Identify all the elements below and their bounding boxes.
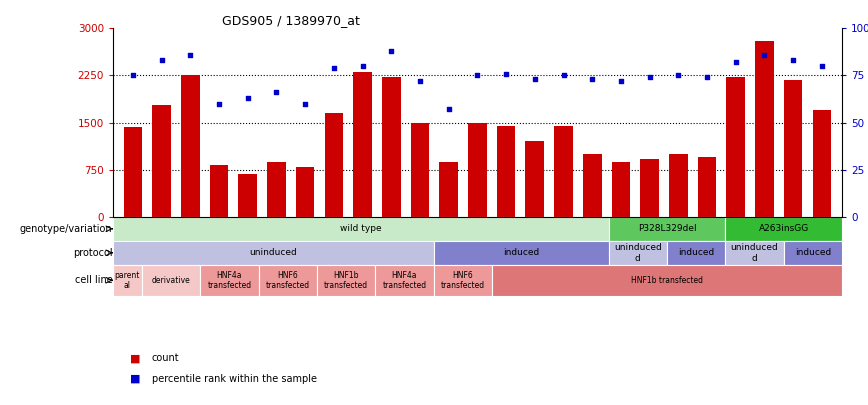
Point <box>786 57 800 64</box>
Bar <box>382 77 401 217</box>
Bar <box>267 162 286 217</box>
Text: HNF6
transfected: HNF6 transfected <box>441 271 485 290</box>
Text: HNF6
transfected: HNF6 transfected <box>266 271 310 290</box>
Text: uninduced: uninduced <box>249 248 297 257</box>
Text: ■: ■ <box>130 374 141 384</box>
Point <box>614 78 628 84</box>
Point <box>470 72 484 79</box>
Point <box>212 100 226 107</box>
Point <box>327 65 341 71</box>
Text: HNF4a
transfected: HNF4a transfected <box>207 271 252 290</box>
Bar <box>325 113 343 217</box>
Bar <box>525 141 544 217</box>
Text: wild type: wild type <box>340 224 382 233</box>
Bar <box>439 162 458 217</box>
Bar <box>210 165 228 217</box>
Text: protocol: protocol <box>73 248 112 258</box>
Bar <box>726 241 784 265</box>
Bar <box>727 77 745 217</box>
Text: count: count <box>152 354 180 363</box>
Point <box>155 57 168 64</box>
Bar <box>641 159 659 217</box>
Bar <box>296 166 314 217</box>
Bar <box>142 265 201 296</box>
Text: uninduced
d: uninduced d <box>731 243 779 262</box>
Bar <box>152 105 171 217</box>
Point <box>442 106 456 113</box>
Bar <box>201 265 259 296</box>
Text: P328L329del: P328L329del <box>638 224 696 233</box>
Bar <box>181 75 200 217</box>
Bar <box>113 265 142 296</box>
Point <box>815 63 829 69</box>
Bar <box>755 41 773 217</box>
Point <box>758 51 772 58</box>
Point <box>240 95 254 101</box>
Text: cell line: cell line <box>75 275 112 285</box>
Text: ■: ■ <box>130 354 141 363</box>
Bar <box>113 217 608 241</box>
Bar <box>375 265 434 296</box>
Bar <box>608 217 726 241</box>
Bar <box>434 265 492 296</box>
Bar <box>669 154 687 217</box>
Point <box>385 48 398 54</box>
Point <box>183 51 197 58</box>
Bar <box>812 110 832 217</box>
Bar <box>496 126 516 217</box>
Bar <box>468 123 487 217</box>
Bar <box>667 241 726 265</box>
Bar <box>726 217 842 241</box>
Point <box>700 74 714 81</box>
Bar <box>492 265 842 296</box>
Bar <box>612 162 630 217</box>
Point <box>499 70 513 77</box>
Point <box>413 78 427 84</box>
Point <box>299 100 312 107</box>
Bar <box>411 123 430 217</box>
Bar <box>123 127 142 217</box>
Bar <box>239 174 257 217</box>
Text: genotype/variation: genotype/variation <box>20 224 112 234</box>
Bar <box>259 265 317 296</box>
Text: percentile rank within the sample: percentile rank within the sample <box>152 374 317 384</box>
Bar <box>784 241 842 265</box>
Bar <box>353 72 372 217</box>
Point <box>729 59 743 66</box>
Point <box>671 72 685 79</box>
Text: derivative: derivative <box>152 276 191 285</box>
Text: GDS905 / 1389970_at: GDS905 / 1389970_at <box>222 14 360 27</box>
Point <box>528 76 542 83</box>
Point <box>270 89 284 96</box>
Text: HNF1b transfected: HNF1b transfected <box>631 276 703 285</box>
Bar <box>608 241 667 265</box>
Bar <box>317 265 375 296</box>
Point <box>556 72 570 79</box>
Text: HNF4a
transfected: HNF4a transfected <box>383 271 426 290</box>
Text: induced: induced <box>678 248 714 257</box>
Text: HNF1b
transfected: HNF1b transfected <box>324 271 368 290</box>
Text: uninduced
d: uninduced d <box>614 243 661 262</box>
Bar <box>113 241 434 265</box>
Point <box>585 76 599 83</box>
Bar <box>434 241 608 265</box>
Text: induced: induced <box>795 248 831 257</box>
Bar <box>784 80 803 217</box>
Bar <box>554 126 573 217</box>
Bar <box>698 156 716 217</box>
Point <box>642 74 656 81</box>
Point <box>126 72 140 79</box>
Text: induced: induced <box>503 248 539 257</box>
Point <box>356 63 370 69</box>
Text: parent
al: parent al <box>115 271 140 290</box>
Bar <box>583 154 602 217</box>
Text: A263insGG: A263insGG <box>759 224 809 233</box>
